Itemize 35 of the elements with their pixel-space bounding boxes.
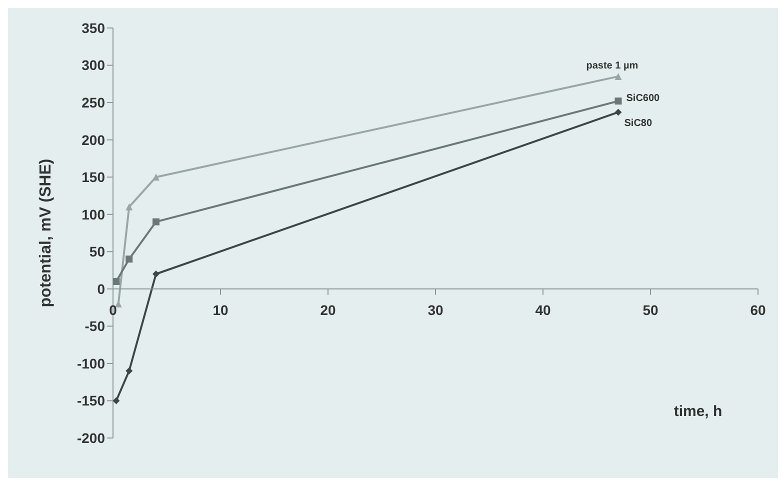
x-tick-label: 20: [320, 302, 336, 318]
y-tick-label: 150: [82, 169, 106, 186]
y-tick-label: 300: [82, 57, 106, 74]
point: [113, 278, 120, 285]
point: [152, 270, 160, 278]
series-label: paste 1 µm: [586, 60, 638, 72]
point: [614, 72, 622, 80]
point: [126, 367, 133, 374]
series-label: SiC80: [624, 118, 652, 130]
y-axis-title: potential, mV (SHE): [38, 158, 55, 308]
x-tick-label: 60: [750, 302, 766, 318]
y-tick-label: 250: [82, 94, 106, 111]
point: [614, 108, 622, 116]
point: [113, 397, 120, 404]
y-tick-label: 350: [82, 20, 106, 36]
x-tick-label: 10: [212, 302, 228, 318]
y-tick-label: 0: [97, 280, 106, 297]
x-tick-label: 40: [535, 302, 551, 318]
y-tick-label: -50: [84, 318, 106, 334]
point: [152, 218, 160, 226]
point: [126, 256, 133, 263]
y-tick-label: 200: [82, 132, 106, 148]
y-tick-label: 50: [89, 244, 106, 260]
x-tick-label: 50: [642, 302, 658, 318]
point: [614, 98, 622, 105]
y-tick-label: 100: [82, 206, 106, 222]
point: [152, 174, 160, 181]
y-tick-label: -150: [76, 392, 106, 409]
x-axis-title: time, h: [674, 403, 722, 420]
point: [126, 203, 133, 210]
series-label: SiC600: [626, 93, 660, 104]
y-tick-label: -200: [76, 430, 106, 446]
x-tick-label: 0: [109, 302, 118, 318]
y-tick-label: -100: [76, 355, 106, 372]
x-tick-label: 30: [428, 302, 444, 318]
